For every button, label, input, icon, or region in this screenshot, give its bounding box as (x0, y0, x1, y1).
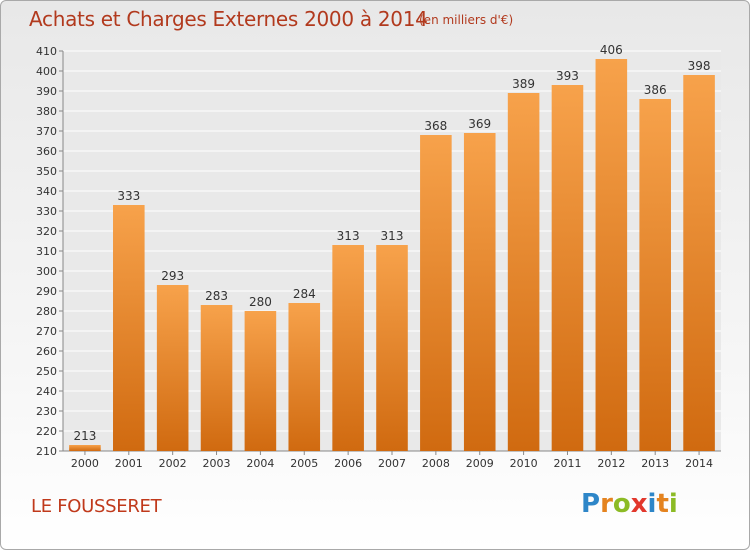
logo-letter: i (647, 489, 657, 519)
y-tick-label: 260 (36, 345, 57, 358)
data-label: 368 (424, 119, 447, 133)
x-tick-label: 2007 (378, 457, 406, 470)
logo-letter: o (612, 489, 631, 519)
logo-letter: r (600, 489, 613, 519)
bar-2008 (420, 135, 452, 451)
data-label: 406 (600, 43, 623, 57)
x-tick-label: 2012 (597, 457, 625, 470)
x-tick-label: 2004 (246, 457, 274, 470)
x-tick-label: 2006 (334, 457, 362, 470)
bar-2001 (113, 205, 145, 451)
y-tick-label: 290 (36, 285, 57, 298)
y-tick-label: 320 (36, 225, 57, 238)
x-tick-label: 2001 (115, 457, 143, 470)
y-tick-label: 280 (36, 305, 57, 318)
y-tick-label: 350 (36, 165, 57, 178)
data-label: 284 (293, 287, 316, 301)
logo-letter: P (581, 489, 601, 519)
y-tick-label: 220 (36, 425, 57, 438)
chart-title: Achats et Charges Externes 2000 à 2014 (29, 7, 428, 31)
proxiti-logo: Proxiti (581, 489, 678, 519)
data-label: 283 (205, 289, 228, 303)
y-tick-label: 400 (36, 65, 57, 78)
data-label: 313 (337, 229, 360, 243)
data-label: 389 (512, 77, 535, 91)
y-tick-label: 240 (36, 385, 57, 398)
bar-2010 (507, 93, 540, 451)
bar-2002 (156, 285, 189, 451)
y-tick-label: 330 (36, 205, 57, 218)
x-tick-label: 2011 (553, 457, 581, 470)
x-tick-label: 2010 (510, 457, 538, 470)
x-tick-label: 2009 (466, 457, 494, 470)
data-label: 369 (468, 117, 491, 131)
bar-2000 (69, 445, 101, 451)
data-label: 333 (117, 189, 140, 203)
x-tick-label: 2003 (203, 457, 231, 470)
data-label: 293 (161, 269, 184, 283)
y-tick-label: 340 (36, 185, 57, 198)
bar-2003 (200, 305, 233, 451)
x-tick-label: 2014 (685, 457, 713, 470)
y-tick-label: 390 (36, 85, 57, 98)
y-tick-label: 300 (36, 265, 57, 278)
bar-2013 (639, 99, 671, 451)
data-label: 393 (556, 69, 579, 83)
y-tick-label: 410 (36, 45, 57, 58)
y-tick-label: 310 (36, 245, 57, 258)
x-tick-label: 2008 (422, 457, 450, 470)
y-tick-label: 370 (36, 125, 57, 138)
bar-2004 (244, 311, 277, 451)
bar-2007 (376, 245, 408, 451)
data-label: 213 (73, 429, 96, 443)
place-name: LE FOUSSERET (31, 496, 162, 517)
chart-unit: (en milliers d'€) (419, 13, 514, 27)
bar-2006 (332, 245, 364, 451)
logo-letter: i (668, 489, 678, 519)
y-tick-label: 360 (36, 145, 57, 158)
logo-letter: t (656, 489, 669, 519)
bar-2011 (551, 85, 584, 451)
bar-2014 (683, 75, 715, 451)
data-label: 313 (381, 229, 404, 243)
data-label: 280 (249, 295, 272, 309)
data-label: 386 (644, 83, 667, 97)
x-tick-label: 2005 (290, 457, 318, 470)
y-tick-label: 210 (36, 445, 57, 458)
bar-2009 (463, 133, 496, 451)
bar-2005 (288, 303, 321, 451)
x-tick-label: 2002 (159, 457, 187, 470)
x-tick-label: 2013 (641, 457, 669, 470)
y-tick-label: 250 (36, 365, 57, 378)
x-tick-label: 2000 (71, 457, 99, 470)
logo-letter: x (630, 489, 648, 519)
data-label: 398 (688, 59, 711, 73)
bar-2012 (595, 59, 628, 451)
y-tick-label: 230 (36, 405, 57, 418)
y-tick-label: 380 (36, 105, 57, 118)
y-tick-label: 270 (36, 325, 57, 338)
